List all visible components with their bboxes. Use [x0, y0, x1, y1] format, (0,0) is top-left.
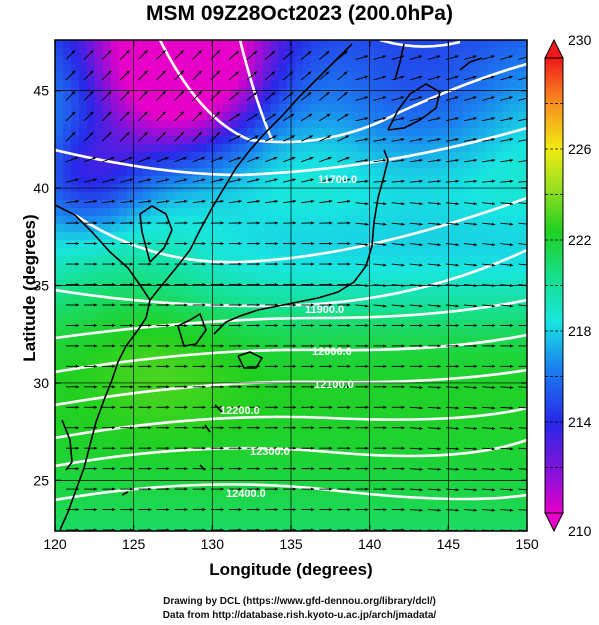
- x-tick-label: 125: [122, 536, 146, 552]
- colorbar: 210 214 218 222 226 230: [544, 32, 592, 539]
- grid-lines: [55, 40, 527, 531]
- contour-label: 12200.0: [220, 405, 260, 417]
- chart-title: MSM 09Z28Oct2023 (200.0hPa): [146, 2, 453, 25]
- colorbar-tick-label: 210: [568, 523, 592, 539]
- y-tick-label: 45: [33, 83, 49, 99]
- colorbar-extend-max: [544, 38, 564, 59]
- colorbar-tick-label: 214: [568, 414, 592, 430]
- contour-label: 12400.0: [226, 488, 266, 500]
- x-tick-label: 150: [515, 536, 539, 552]
- y-tick-label: 40: [33, 180, 49, 196]
- colorbar-tick-label: 222: [568, 232, 592, 248]
- contour-label: 12100.0: [314, 379, 354, 391]
- wind-vectors: [65, 49, 527, 531]
- coastlines: [55, 43, 483, 531]
- x-tick-label: 145: [437, 536, 461, 552]
- contour-label: 11900.0: [305, 304, 344, 316]
- contour-label: 12000.0: [312, 346, 352, 358]
- x-tick-label: 140: [358, 536, 382, 552]
- credit-data: Data from http://database.rish.kyoto-u.a…: [162, 610, 437, 621]
- credit-drawing: Drawing by DCL (https://www.gfd-dennou.o…: [163, 596, 436, 607]
- x-tick-label: 135: [279, 536, 303, 552]
- colorbar-extend-min: [544, 512, 564, 533]
- colorbar-tick-label: 230: [568, 32, 592, 48]
- x-tick-label: 120: [43, 536, 67, 552]
- y-tick-label: 35: [33, 278, 49, 294]
- contour-label: 12300.0: [250, 446, 290, 458]
- contour-labels: 11700.0 11900.0 12000.0 12100.0 12200.0 12300…: [220, 174, 357, 500]
- y-axis-ticks: 25 30 35 40 45: [33, 83, 527, 488]
- contour-label: 11700.0: [318, 174, 357, 186]
- x-axis-ticks: 120 125 130 135 140 145 150: [43, 40, 539, 552]
- x-tick-label: 130: [201, 536, 225, 552]
- colorbar-tick-label: 226: [568, 141, 592, 157]
- y-axis-label: Latitude (degrees): [20, 214, 39, 362]
- colorbar-tick-label: 218: [568, 323, 592, 339]
- x-axis-label: Longitude (degrees): [209, 560, 373, 579]
- y-tick-label: 30: [33, 375, 49, 391]
- y-tick-label: 25: [33, 472, 49, 488]
